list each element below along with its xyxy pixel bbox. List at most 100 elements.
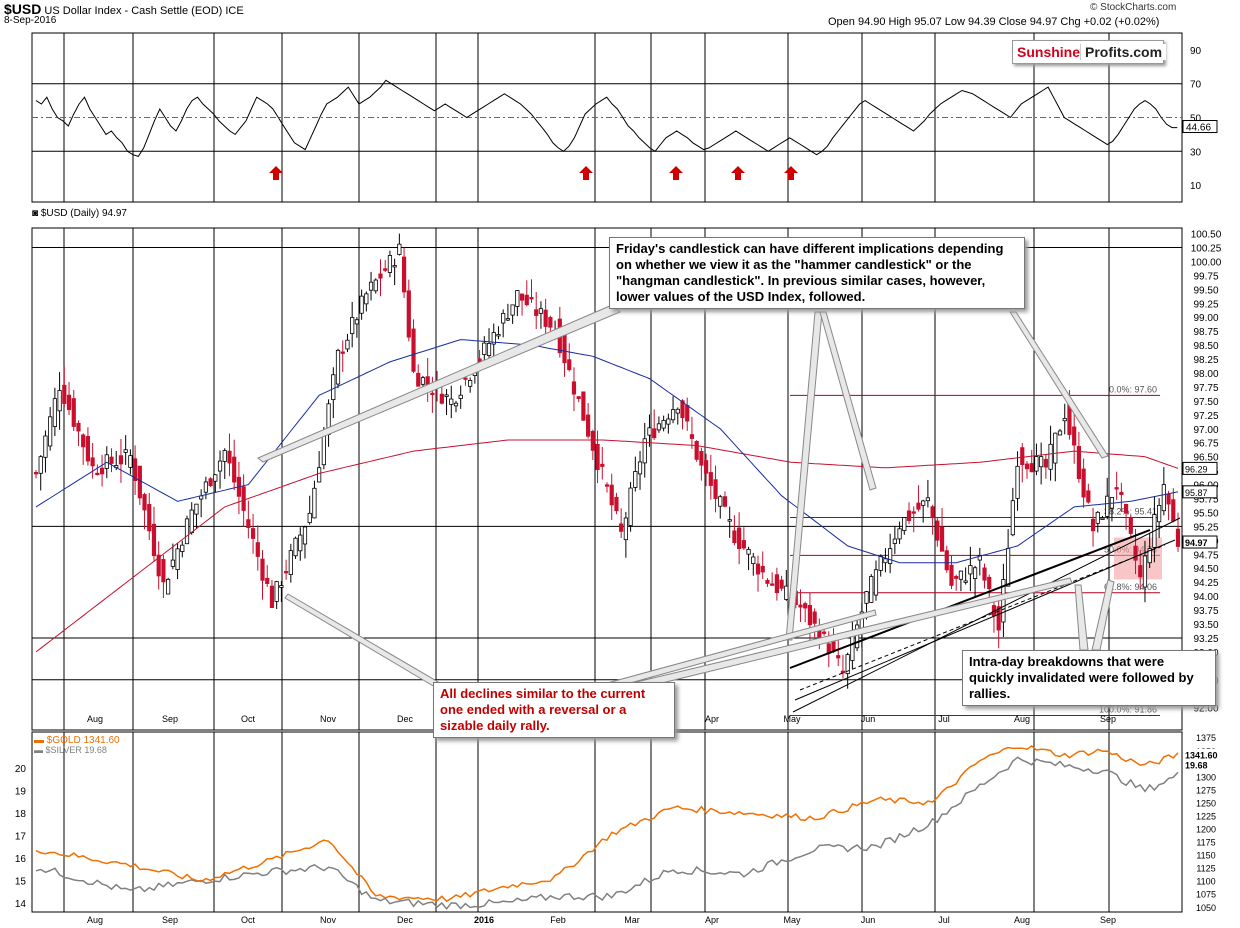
usd-candle-body xyxy=(38,456,43,474)
usd-candle-body xyxy=(180,544,185,552)
usd-candle-body xyxy=(298,534,303,552)
usd-candle-body xyxy=(392,265,397,268)
usd-candle-body xyxy=(269,585,275,608)
pointer-friday-3 xyxy=(819,311,877,491)
usd-candle-body xyxy=(260,558,265,581)
usd-candle-body xyxy=(529,297,534,300)
usd-candle-body xyxy=(784,585,789,600)
metals-x-label: 2016 xyxy=(474,915,494,925)
usd-candle-body xyxy=(538,308,544,314)
usd-candle-body xyxy=(604,484,610,487)
gold-legend: ▬ $GOLD 1341.60 xyxy=(34,735,120,746)
usd-candle-body xyxy=(156,554,161,577)
metals-x-label: Mar xyxy=(624,915,640,925)
usd-candle-body xyxy=(166,578,171,595)
gold-series-name: $GOLD 1341.60 xyxy=(46,735,120,746)
gold-tick-label: 1100 xyxy=(1196,877,1215,887)
usd-candle-body xyxy=(227,450,232,464)
usd-candle-body xyxy=(284,571,289,574)
usd-candle-body xyxy=(694,441,699,460)
usd-tick-label: 99.50 xyxy=(1193,285,1218,296)
usd-candle-body xyxy=(562,333,567,364)
pointer-friday-4 xyxy=(1009,311,1109,459)
usd-candle-body xyxy=(142,494,147,511)
usd-candle-body xyxy=(458,394,463,399)
usd-candle-body xyxy=(184,518,190,545)
usd-candle-body xyxy=(1043,458,1048,468)
usd-candle-body xyxy=(265,577,270,584)
usd-candle-body xyxy=(906,510,912,522)
usd-candle-body xyxy=(1062,418,1067,422)
usd-candle-body xyxy=(345,339,350,350)
fib-label: 61.8%: 94.06 xyxy=(1104,582,1157,592)
usd-tick-label: 97.25 xyxy=(1193,411,1218,422)
usd-candle-body xyxy=(147,504,152,532)
usd-candle-body xyxy=(496,334,501,337)
usd-candle-body xyxy=(892,538,897,544)
usd-candle-body xyxy=(401,256,407,293)
gold-tick-label: 1075 xyxy=(1196,890,1216,900)
usd-candle-body xyxy=(425,376,430,386)
usd-candle-body xyxy=(1090,518,1096,532)
usd-x-label: Sep xyxy=(1100,714,1116,724)
callout-friday: Friday's candlestick can have different … xyxy=(609,237,1025,309)
usd-candle-body xyxy=(1175,528,1181,547)
usd-tick-label: 98.00 xyxy=(1193,369,1218,380)
metals-x-label: Sep xyxy=(162,915,178,925)
trendline-1 xyxy=(792,517,1181,713)
fib-label: 100.0%: 91.86 xyxy=(1099,704,1157,714)
usd-candle-body xyxy=(302,526,308,545)
usd-candle-body xyxy=(1142,555,1148,588)
usd-candle-body xyxy=(1081,468,1086,498)
usd-value-box-1 xyxy=(1182,485,1218,499)
usd-candle-body xyxy=(208,478,213,487)
usd-tick-label: 99.00 xyxy=(1193,313,1218,324)
usd-candle-body xyxy=(821,631,827,634)
usd-candle-body xyxy=(123,449,128,453)
usd-candle-body xyxy=(62,384,67,404)
usd-candle-body xyxy=(968,565,973,575)
usd-candle-body xyxy=(128,455,133,468)
metals-x-label: Feb xyxy=(550,915,566,925)
usd-x-label: Nov xyxy=(320,714,337,724)
usd-right-label: 96.29 xyxy=(1185,464,1208,474)
usd-tick-label: 99.25 xyxy=(1193,299,1218,310)
metals-x-label: Aug xyxy=(87,915,103,925)
gold-tick-label: 1175 xyxy=(1196,838,1215,848)
metals-x-label: Sep xyxy=(1100,915,1116,925)
usd-candle-body xyxy=(746,548,751,555)
usd-candle-body xyxy=(66,394,72,411)
usd-candle-body xyxy=(623,517,628,541)
callout-breakdowns: Intra-day breakdowns that were quickly i… xyxy=(962,650,1216,706)
usd-tick-label: 95.50 xyxy=(1193,508,1218,519)
usd-x-label: Aug xyxy=(87,714,103,724)
usd-candle-body xyxy=(71,398,76,427)
usd-tick-label: 97.00 xyxy=(1193,425,1218,436)
usd-candle-body xyxy=(581,391,586,421)
usd-right-label: 95.87 xyxy=(1185,488,1208,498)
usd-x-label: Apr xyxy=(705,714,719,724)
usd-candle-body xyxy=(477,358,482,362)
usd-candle-body xyxy=(543,309,548,327)
usd-candle-body xyxy=(288,550,293,575)
usd-candle-body xyxy=(335,349,341,385)
usd-candle-body xyxy=(175,548,180,570)
usd-candle-body xyxy=(1157,505,1162,523)
gold-tick-label: 1225 xyxy=(1196,811,1216,821)
usd-candle-body xyxy=(633,471,638,488)
usd-candle-body xyxy=(689,434,695,439)
usd-x-label: May xyxy=(783,714,801,724)
silver-tick-label: 20 xyxy=(15,764,27,775)
usd-candle-body xyxy=(48,416,53,447)
usd-candle-body xyxy=(647,427,652,436)
red-up-arrow-icon xyxy=(579,166,593,180)
usd-candle-body xyxy=(675,408,680,414)
usd-tick-label: 94.50 xyxy=(1193,564,1218,575)
usd-candle-body xyxy=(897,528,902,540)
usd-candle-body xyxy=(760,565,765,573)
usd-candle-body xyxy=(1171,499,1176,522)
usd-tick-label: 97.75 xyxy=(1193,383,1218,394)
usd-candle-body xyxy=(600,463,605,467)
usd-candle-body xyxy=(331,374,336,401)
usd-candle-body xyxy=(949,564,954,586)
